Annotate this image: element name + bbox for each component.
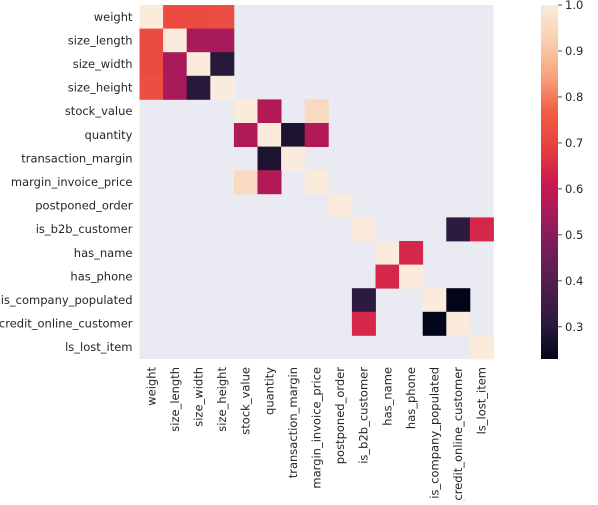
row-label: is_company_populated <box>1 293 133 307</box>
colorbar-tick-label: 0.4 <box>565 274 583 288</box>
column-label: transaction_margin <box>286 367 300 478</box>
heatmap-cell <box>399 241 424 265</box>
heatmap-cell <box>233 99 258 124</box>
row-label: ls_lost_item <box>65 340 132 354</box>
row-label: quantity <box>85 128 133 142</box>
row-label: is_credit_online_customer <box>0 317 133 331</box>
heatmap-cell <box>281 123 306 147</box>
heatmap-cell <box>210 5 235 29</box>
heatmap-cell <box>446 217 471 242</box>
column-label: is_company_populated <box>428 367 442 499</box>
column-label: size_height <box>215 367 229 432</box>
row-label: margin_invoice_price <box>11 175 133 189</box>
colorbar-tick-label: 1.0 <box>565 0 583 12</box>
heatmap-cell <box>186 75 211 100</box>
colorbar-tick-label: 0.9 <box>565 44 583 58</box>
heatmap-cell <box>351 217 376 242</box>
colorbar-ticks: 1.0 0.9 0.8 0.7 0.6 0.5 0.4 0.3 <box>558 0 583 334</box>
column-label: ls_lost_item <box>475 367 489 434</box>
heatmap-cell <box>399 264 424 289</box>
heatmap-cell <box>257 146 282 171</box>
row-labels: weight size_length size_width size_heightst… <box>0 10 133 354</box>
row-label: has_phone <box>70 269 132 283</box>
heatmap-cell <box>257 170 282 195</box>
row-label: size_length <box>68 33 133 47</box>
heatmap-cell <box>469 335 494 360</box>
column-label: stock_value <box>239 367 253 435</box>
heatmap-cell <box>375 264 400 289</box>
heatmap-cell <box>210 28 235 53</box>
heatmap-cell <box>210 52 235 77</box>
heatmap-cell <box>328 193 353 218</box>
row-label: size_width <box>73 57 133 71</box>
heatmap-cell <box>163 28 188 53</box>
heatmap-cell <box>186 52 211 77</box>
heatmap-cell <box>186 5 211 29</box>
heatmap-cell <box>375 241 400 265</box>
heatmap-cell <box>469 217 494 242</box>
heatmap-cell <box>210 75 235 100</box>
column-label: size_length <box>168 367 182 432</box>
heatmap-cell <box>257 123 282 147</box>
column-label: is_credit_online_customer <box>451 367 465 501</box>
heatmap-cell <box>163 5 188 29</box>
heatmap-cells <box>139 5 494 360</box>
colorbar-tick-label: 0.5 <box>565 228 583 242</box>
column-label: margin_invoice_price <box>310 367 324 489</box>
colorbar <box>541 5 558 359</box>
heatmap-cell <box>446 311 471 336</box>
heatmap-cell <box>422 288 447 313</box>
heatmap-cell <box>351 311 376 336</box>
row-label: postponed_order <box>35 199 133 213</box>
heatmap-cell <box>257 99 282 124</box>
row-label: size_height <box>68 81 133 95</box>
column-label: weight <box>144 367 158 406</box>
heatmap-cell <box>186 28 211 53</box>
row-label: weight <box>94 10 133 24</box>
column-label: size_width <box>192 367 206 427</box>
heatmap-cell <box>304 123 329 147</box>
column-label: quantity <box>262 367 276 415</box>
heatmap-cell <box>281 146 306 171</box>
column-label: is_b2b_customer <box>357 367 371 464</box>
heatmap-cell <box>163 52 188 77</box>
colorbar-tick-label: 0.6 <box>565 182 583 196</box>
heatmap-cell <box>233 123 258 147</box>
row-label: has_name <box>74 246 133 260</box>
heatmap-cell <box>446 288 471 313</box>
column-label: has_phone <box>404 367 418 429</box>
colorbar-tick-label: 0.7 <box>565 136 583 150</box>
heatmap-cell <box>139 28 164 53</box>
heatmap-cell <box>139 75 164 100</box>
colorbar-tick-label: 0.8 <box>565 90 583 104</box>
column-labels: weight size_length size_width size_height st… <box>144 367 489 505</box>
heatmap-cell <box>304 99 329 124</box>
column-label: postponed_order <box>333 367 347 465</box>
heatmap-cell <box>139 5 164 29</box>
column-label: has_name <box>380 367 394 426</box>
colorbar-tick-label: 0.3 <box>565 320 583 334</box>
row-label: is_b2b_customer <box>36 222 133 236</box>
heatmap-cell <box>422 311 447 336</box>
heatmap-cell <box>233 170 258 195</box>
heatmap-cell <box>163 75 188 100</box>
heatmap-cell <box>139 52 164 77</box>
heatmap-cell <box>304 170 329 195</box>
row-label: stock_value <box>65 104 133 118</box>
heatmap-cell <box>351 288 376 313</box>
row-label: transaction_margin <box>21 151 132 165</box>
